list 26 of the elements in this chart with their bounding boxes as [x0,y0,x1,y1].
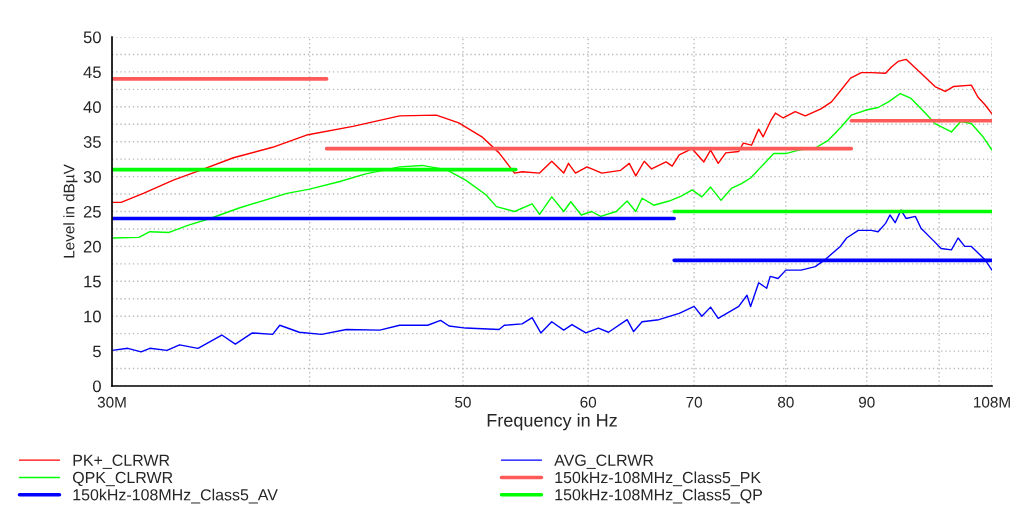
legend-label: 150kHz-108MHz_Class5_PK [555,471,761,487]
x-tick-label: 90 [858,396,875,408]
x-tick-label: 80 [778,396,794,408]
y-tick-label: 5 [92,345,101,358]
x-tick-label: 108M [974,396,1010,408]
y-tick-label: 10 [84,310,101,323]
legend-label: 150kHz-108MHz_Class5_QP [555,488,762,504]
x-axis-title: Frequency in Hz [487,413,617,431]
y-tick-label: 15 [84,275,101,288]
legend-label: AVG_CLRWR [554,454,654,469]
y-tick-label: 25 [83,205,101,218]
y-tick-label: 30 [83,171,101,183]
x-tick-label: 30M [97,396,126,408]
y-tick-label: 40 [83,101,101,113]
y-tick-label: 50 [83,31,101,44]
y-axis-title: Level in dBµV [63,164,78,258]
legend-label: QPK_CLRWR [72,471,173,487]
legend-label: 150kHz-108MHz_Class5_AV [73,488,278,504]
y-tick-label: 0 [92,380,101,393]
y-tick-label: 35 [83,136,101,148]
x-tick-label: 60 [580,396,597,408]
y-tick-label: 20 [83,240,101,253]
x-tick-label: 70 [686,396,702,408]
legend-label: PK+_CLRWR [73,454,170,469]
y-tick-label: 45 [83,66,101,79]
x-tick-label: 50 [455,396,471,408]
